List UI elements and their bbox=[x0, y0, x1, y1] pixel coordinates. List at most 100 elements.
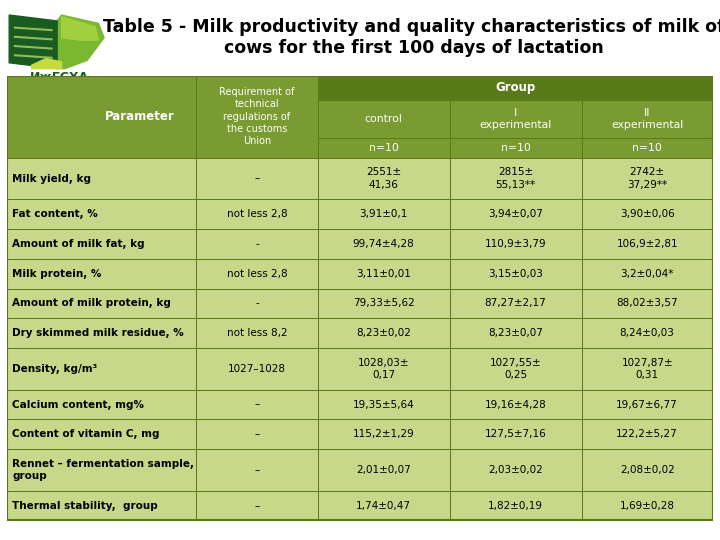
Text: Fat content, %: Fat content, % bbox=[12, 209, 98, 219]
Bar bbox=[582, 420, 713, 449]
Text: not less 2,8: not less 2,8 bbox=[227, 209, 287, 219]
Text: control: control bbox=[365, 114, 402, 124]
Bar bbox=[197, 288, 318, 319]
Bar bbox=[318, 259, 449, 288]
Text: 3,2±0,04*: 3,2±0,04* bbox=[621, 269, 674, 279]
Polygon shape bbox=[57, 15, 104, 69]
Text: 8,23±0,07: 8,23±0,07 bbox=[488, 328, 543, 338]
Text: Thermal stability,  group: Thermal stability, group bbox=[12, 501, 158, 511]
Text: not less 2,8: not less 2,8 bbox=[227, 269, 287, 279]
Text: 1,74±0,47: 1,74±0,47 bbox=[356, 501, 411, 511]
Bar bbox=[582, 229, 713, 259]
Text: Density, kg/m³: Density, kg/m³ bbox=[12, 364, 97, 374]
Text: -: - bbox=[255, 239, 259, 249]
Bar bbox=[318, 199, 449, 229]
Text: –: – bbox=[254, 400, 260, 409]
Bar bbox=[318, 138, 449, 158]
Bar bbox=[582, 100, 713, 138]
Bar bbox=[449, 259, 582, 288]
Bar bbox=[197, 390, 318, 420]
Bar bbox=[582, 138, 713, 158]
Text: 79,33±5,62: 79,33±5,62 bbox=[353, 299, 415, 308]
Text: 106,9±2,81: 106,9±2,81 bbox=[616, 239, 678, 249]
Text: 3,11±0,01: 3,11±0,01 bbox=[356, 269, 411, 279]
Text: 110,9±3,79: 110,9±3,79 bbox=[485, 239, 546, 249]
Text: 115,2±1,29: 115,2±1,29 bbox=[353, 429, 415, 440]
Polygon shape bbox=[9, 15, 57, 69]
Text: 8,23±0,02: 8,23±0,02 bbox=[356, 328, 411, 338]
Text: 1027,55±
0,25: 1027,55± 0,25 bbox=[490, 357, 541, 380]
Bar bbox=[7, 76, 197, 158]
Text: Table 5 - Milk productivity and quality characteristics of milk of
cows for the : Table 5 - Milk productivity and quality … bbox=[103, 18, 720, 57]
Bar bbox=[318, 449, 449, 491]
Bar bbox=[7, 259, 197, 288]
Bar bbox=[7, 449, 197, 491]
Bar bbox=[197, 491, 318, 521]
Text: 2,08±0,02: 2,08±0,02 bbox=[620, 465, 675, 475]
Bar bbox=[582, 319, 713, 348]
Text: ИжГСХА: ИжГСХА bbox=[30, 71, 89, 84]
Text: –: – bbox=[254, 501, 260, 511]
Text: 19,16±4,28: 19,16±4,28 bbox=[485, 400, 546, 409]
Bar bbox=[449, 348, 582, 390]
Bar bbox=[582, 288, 713, 319]
Bar bbox=[197, 259, 318, 288]
Bar bbox=[318, 76, 713, 100]
Polygon shape bbox=[32, 58, 62, 69]
Bar bbox=[197, 348, 318, 390]
Bar bbox=[318, 348, 449, 390]
Bar bbox=[318, 319, 449, 348]
Bar bbox=[7, 319, 197, 348]
Text: Parameter: Parameter bbox=[105, 110, 175, 123]
Text: n=10: n=10 bbox=[369, 143, 399, 153]
Bar bbox=[7, 288, 197, 319]
Text: 99,74±4,28: 99,74±4,28 bbox=[353, 239, 415, 249]
Bar bbox=[7, 229, 197, 259]
Bar bbox=[449, 288, 582, 319]
Bar bbox=[7, 390, 197, 420]
Bar bbox=[449, 158, 582, 199]
Bar bbox=[449, 319, 582, 348]
Bar bbox=[7, 420, 197, 449]
Bar bbox=[318, 288, 449, 319]
Bar bbox=[449, 491, 582, 521]
Text: Requirement of
technical
regulations of
the customs
Union: Requirement of technical regulations of … bbox=[220, 87, 294, 146]
Text: 88,02±3,57: 88,02±3,57 bbox=[616, 299, 678, 308]
Text: 3,15±0,03: 3,15±0,03 bbox=[488, 269, 543, 279]
Text: –: – bbox=[254, 173, 260, 184]
Bar bbox=[582, 199, 713, 229]
Text: 8,24±0,03: 8,24±0,03 bbox=[620, 328, 675, 338]
Text: n=10: n=10 bbox=[632, 143, 662, 153]
Text: Amount of milk protein, kg: Amount of milk protein, kg bbox=[12, 299, 171, 308]
Text: 2,01±0,07: 2,01±0,07 bbox=[356, 465, 411, 475]
Bar bbox=[582, 491, 713, 521]
Bar bbox=[318, 158, 449, 199]
Text: Rennet – fermentation sample,
group: Rennet – fermentation sample, group bbox=[12, 459, 194, 481]
Bar bbox=[318, 420, 449, 449]
Bar bbox=[449, 449, 582, 491]
Text: -: - bbox=[255, 299, 259, 308]
Bar bbox=[582, 158, 713, 199]
Text: 3,90±0,06: 3,90±0,06 bbox=[620, 209, 675, 219]
Bar bbox=[318, 390, 449, 420]
Text: I
experimental: I experimental bbox=[480, 108, 552, 130]
Bar bbox=[7, 491, 197, 521]
Text: 1,82±0,19: 1,82±0,19 bbox=[488, 501, 543, 511]
Bar bbox=[197, 420, 318, 449]
Polygon shape bbox=[62, 17, 99, 40]
Bar bbox=[7, 348, 197, 390]
Bar bbox=[449, 138, 582, 158]
Text: –: – bbox=[254, 429, 260, 440]
Bar bbox=[449, 420, 582, 449]
Text: 1028,03±
0,17: 1028,03± 0,17 bbox=[358, 357, 410, 380]
Text: 1027–1028: 1027–1028 bbox=[228, 364, 286, 374]
Text: 127,5±7,16: 127,5±7,16 bbox=[485, 429, 546, 440]
Text: 3,91±0,1: 3,91±0,1 bbox=[359, 209, 408, 219]
Bar bbox=[449, 390, 582, 420]
Text: 87,27±2,17: 87,27±2,17 bbox=[485, 299, 546, 308]
Bar bbox=[318, 491, 449, 521]
Text: II
experimental: II experimental bbox=[611, 108, 683, 130]
Text: Dry skimmed milk residue, %: Dry skimmed milk residue, % bbox=[12, 328, 184, 338]
Bar bbox=[7, 199, 197, 229]
Bar bbox=[197, 76, 318, 158]
